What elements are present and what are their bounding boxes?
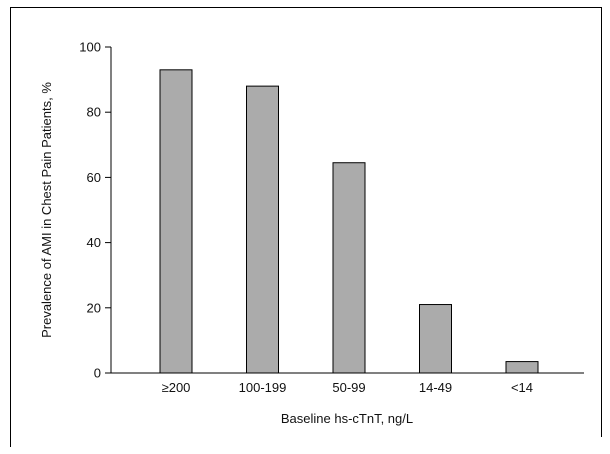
chart-frame — [10, 7, 602, 447]
x-axis: ≥200 100-199 50-99 14-49 <14 — [111, 372, 584, 395]
frame-top-border — [10, 7, 602, 8]
x-tick-label: 50-99 — [332, 380, 365, 395]
y-tick-label: 80 — [87, 105, 101, 120]
bars — [159, 69, 539, 374]
y-tick-label: 100 — [79, 40, 101, 55]
y-axis-label: Prevalence of AMI in Chest Pain Patients… — [39, 82, 54, 338]
x-tick-label: ≥200 — [162, 380, 191, 395]
x-tick-label: 100-199 — [239, 380, 287, 395]
y-tick-label: 20 — [87, 300, 101, 315]
x-axis-label: Baseline hs-cTnT, ng/L — [281, 411, 413, 426]
y-tick-label: 0 — [94, 366, 101, 381]
bar — [332, 162, 366, 374]
bar — [505, 361, 539, 374]
frame-left-border — [10, 7, 11, 447]
y-axis: 0 20 40 60 80 100 — [79, 40, 112, 381]
x-tick-label: 14-49 — [419, 380, 452, 395]
y-tick-label: 40 — [87, 235, 101, 250]
frame-right-border — [601, 7, 602, 437]
bar — [246, 85, 279, 374]
bar — [419, 304, 452, 374]
y-tick-label: 60 — [87, 170, 101, 185]
x-tick-label: <14 — [511, 380, 533, 395]
bar — [159, 69, 193, 374]
